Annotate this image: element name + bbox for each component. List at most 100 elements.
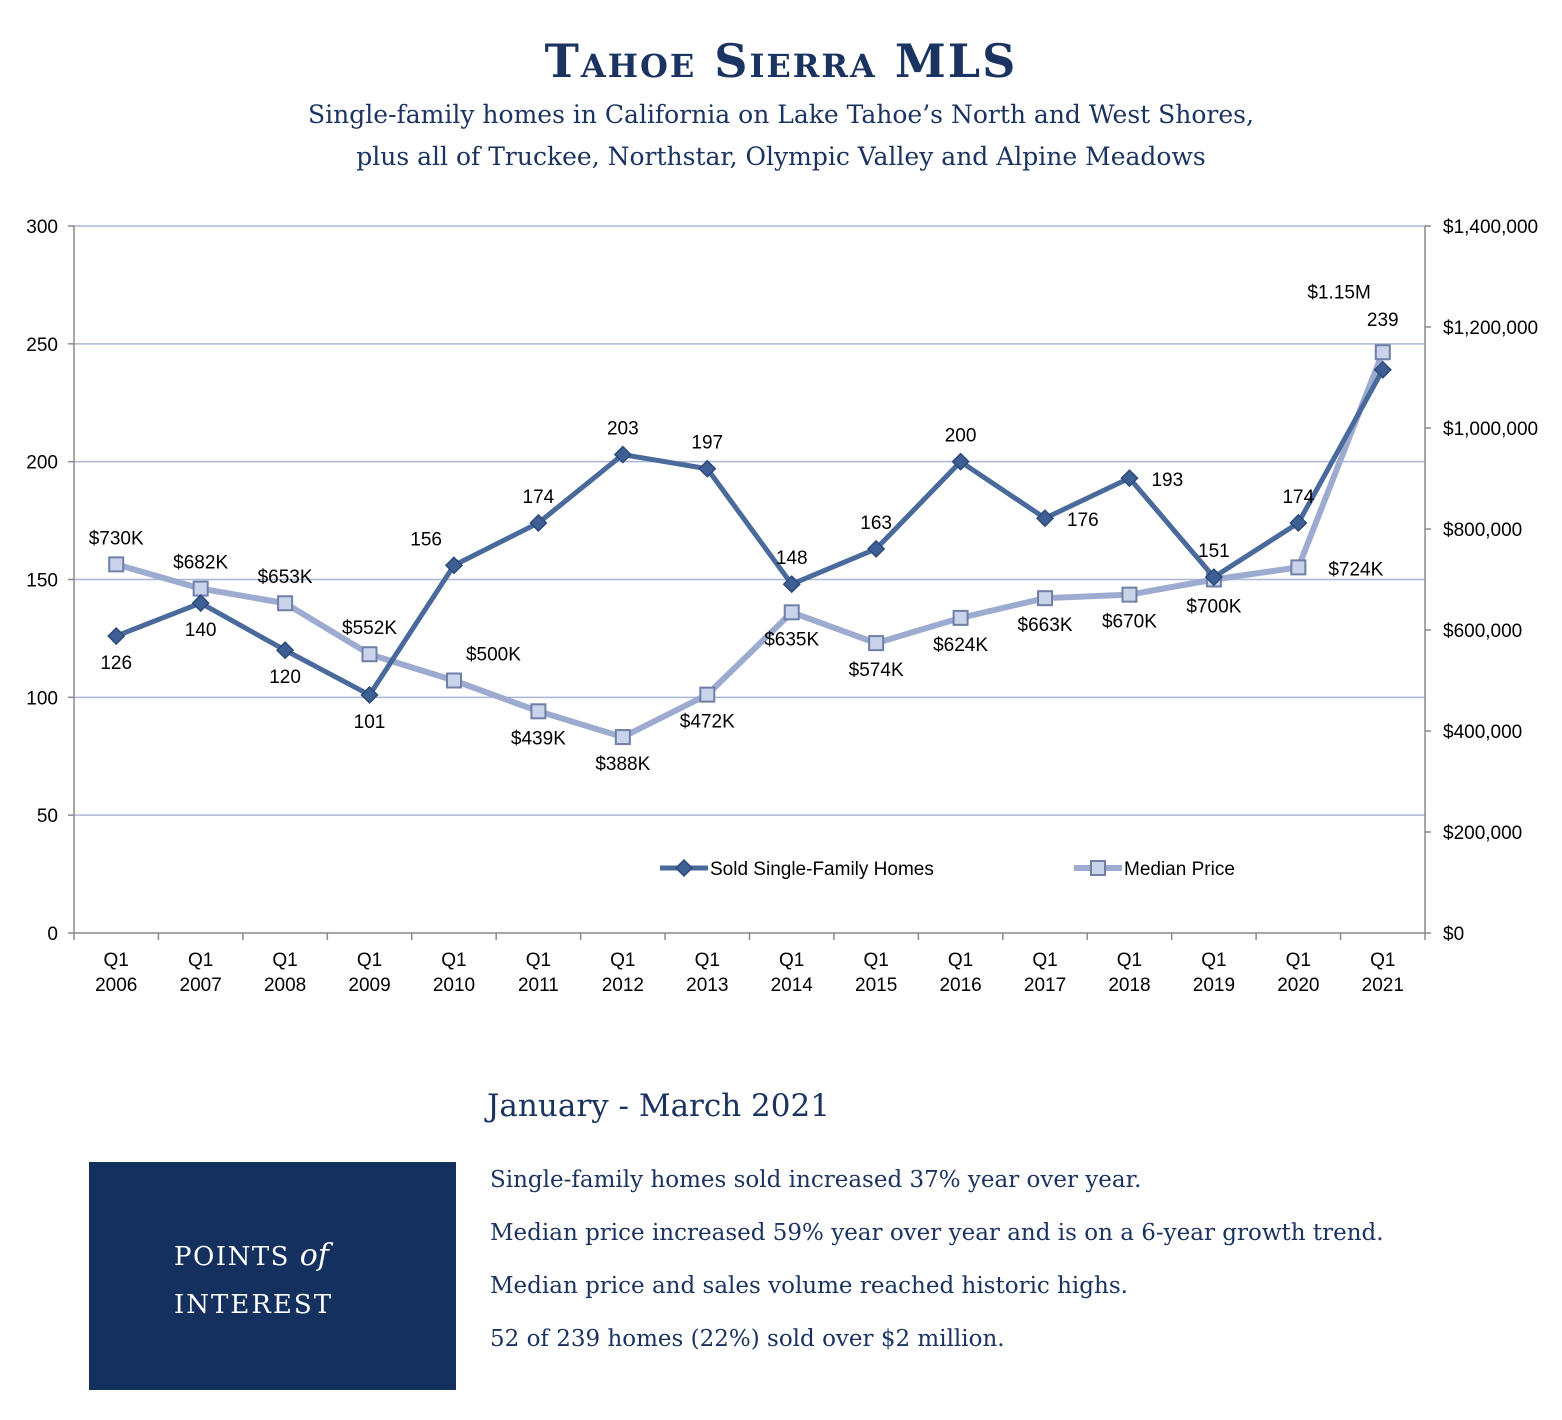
median-price-point [445,672,462,689]
median-price-data-label: $682K [173,553,228,574]
x-tick-label: Q1 [272,950,297,971]
sold-homes-data-label: 197 [691,433,723,454]
x-tick-label: 2013 [686,975,728,996]
x-tick-label: Q1 [526,950,551,971]
median-price-data-label: $730K [89,528,144,549]
data-labels: 126 140 120 101 156 174 203 197 148 163 200 176 193 1… [89,282,1399,775]
right-tick-label: $400,000 [1443,722,1522,743]
sold-homes-data-label: 148 [776,548,808,569]
sold-homes-point [360,685,379,705]
x-tick-label: 2011 [518,975,559,996]
median-price-point [783,604,800,621]
median-price-point [192,580,209,597]
median-price-point [361,646,378,663]
x-tick-label: 2017 [1024,975,1066,996]
x-tick-label: Q1 [188,950,213,971]
median-price-data-label: $388K [595,754,650,775]
right-tick-label: $1,000,000 [1443,419,1538,440]
sold-homes-data-label: 174 [1282,487,1314,508]
x-tick-label: Q1 [104,950,129,971]
left-tick-label: 100 [26,688,58,709]
median-price-data-label: $724K [1328,559,1383,580]
median-price-data-label: $574K [849,660,904,681]
right-tick-label: $1,400,000 [1443,217,1538,238]
points-of-label: POINTS of [174,1238,329,1273]
sold-homes-data-label: 193 [1151,470,1183,491]
sold-homes-data-label: 239 [1367,310,1399,331]
median-price-point [530,703,547,720]
sold-homes-data-label: 126 [100,653,132,674]
x-tick-label: 2009 [348,975,390,996]
x-tick-label: Q1 [1201,950,1226,971]
x-tick-label: 2020 [1277,975,1319,996]
x-tick-label: 2006 [95,975,137,996]
median-price-data-label: $1.15M [1307,282,1370,303]
points-list: Single-family homes sold increased 37% y… [490,1160,1384,1372]
right-tick-label: $600,000 [1443,621,1522,642]
x-tick-label: Q1 [948,950,973,971]
sold-homes-point [1120,469,1139,488]
legend-sold-homes-label: Sold Single-Family Homes [710,859,934,880]
right-tick-label: $1,200,000 [1443,318,1538,339]
sold-homes-data-label: 174 [523,487,555,508]
sold-homes-data-label: 163 [860,513,892,534]
left-tick-label: 250 [26,335,58,356]
points-word: POINTS [174,1242,290,1272]
grid-lines [74,225,1425,816]
page-title: Tahoe Sierra MLS [544,34,1018,88]
of-word: of [299,1238,329,1273]
x-tick-label: Q1 [1286,950,1311,971]
x-tick-label: Q1 [441,950,466,971]
left-tick-label: 200 [26,453,58,474]
legend-median-price-label: Median Price [1124,859,1235,880]
x-tick-label: 2014 [771,975,814,996]
x-tick-label: Q1 [1370,950,1395,971]
median-price-data-label: $624K [933,635,988,656]
sold-homes-data-label: 120 [269,667,301,688]
right-tick-label: $0 [1443,924,1464,945]
median-price-data-label: $653K [258,567,313,588]
sold-homes-data-label: 176 [1067,510,1099,531]
tick-labels: 0 50 100 150 200 250 300 $0 $200,000 $400,000 $600… [26,217,1538,996]
x-tick-label: 2007 [180,975,222,996]
median-price-point [277,595,294,612]
median-price-point [1374,344,1391,361]
x-tick-label: Q1 [695,950,720,971]
point-item: Median price and sales volume reached hi… [490,1273,1128,1299]
sold-homes-point [613,445,632,464]
median-price-data-label: $552K [342,618,397,639]
sold-homes-data-label: 156 [410,529,442,550]
subtitle-line-1: Single-family homes in California on Lak… [308,100,1254,129]
x-tick-label: 2008 [264,975,306,996]
sold-homes-point [951,452,970,471]
median-price-point [614,729,631,746]
chart-legend: Sold Single-Family Homes Median Price [660,858,1235,880]
right-tick-label: $200,000 [1443,823,1522,844]
x-tick-label: Q1 [357,950,382,971]
left-tick-label: 150 [26,571,58,592]
sold-homes-data-label: 203 [607,419,639,440]
sold-homes-data-label: 140 [185,620,217,641]
subtitle-line-2: plus all of Truckee, Northstar, Olympic … [356,142,1206,171]
x-tick-label: 2019 [1193,975,1235,996]
point-item: 52 of 239 homes (22%) sold over $2 milli… [490,1326,1005,1352]
median-price-data-label: $663K [1018,615,1073,636]
x-tick-label: Q1 [610,950,635,971]
x-tick-label: Q1 [779,950,804,971]
sold-homes-point [529,513,548,533]
median-price-point [952,609,969,626]
x-tick-label: 2021 [1362,975,1404,996]
median-price-point [868,635,885,652]
sold-homes-point [698,459,717,478]
x-tick-label: 2016 [939,975,981,996]
sold-homes-point [276,641,295,660]
median-price-point [1121,586,1138,603]
sold-homes-point [107,626,126,646]
median-price-data-label: $670K [1102,612,1157,633]
sold-homes-data-label: 101 [354,712,386,733]
median-price-data-label: $635K [764,629,819,650]
legend-median-price-marker [1090,860,1106,876]
median-price-line [115,351,1386,741]
median-price-data-label: $500K [466,645,521,666]
sold-homes-point [1204,568,1223,587]
